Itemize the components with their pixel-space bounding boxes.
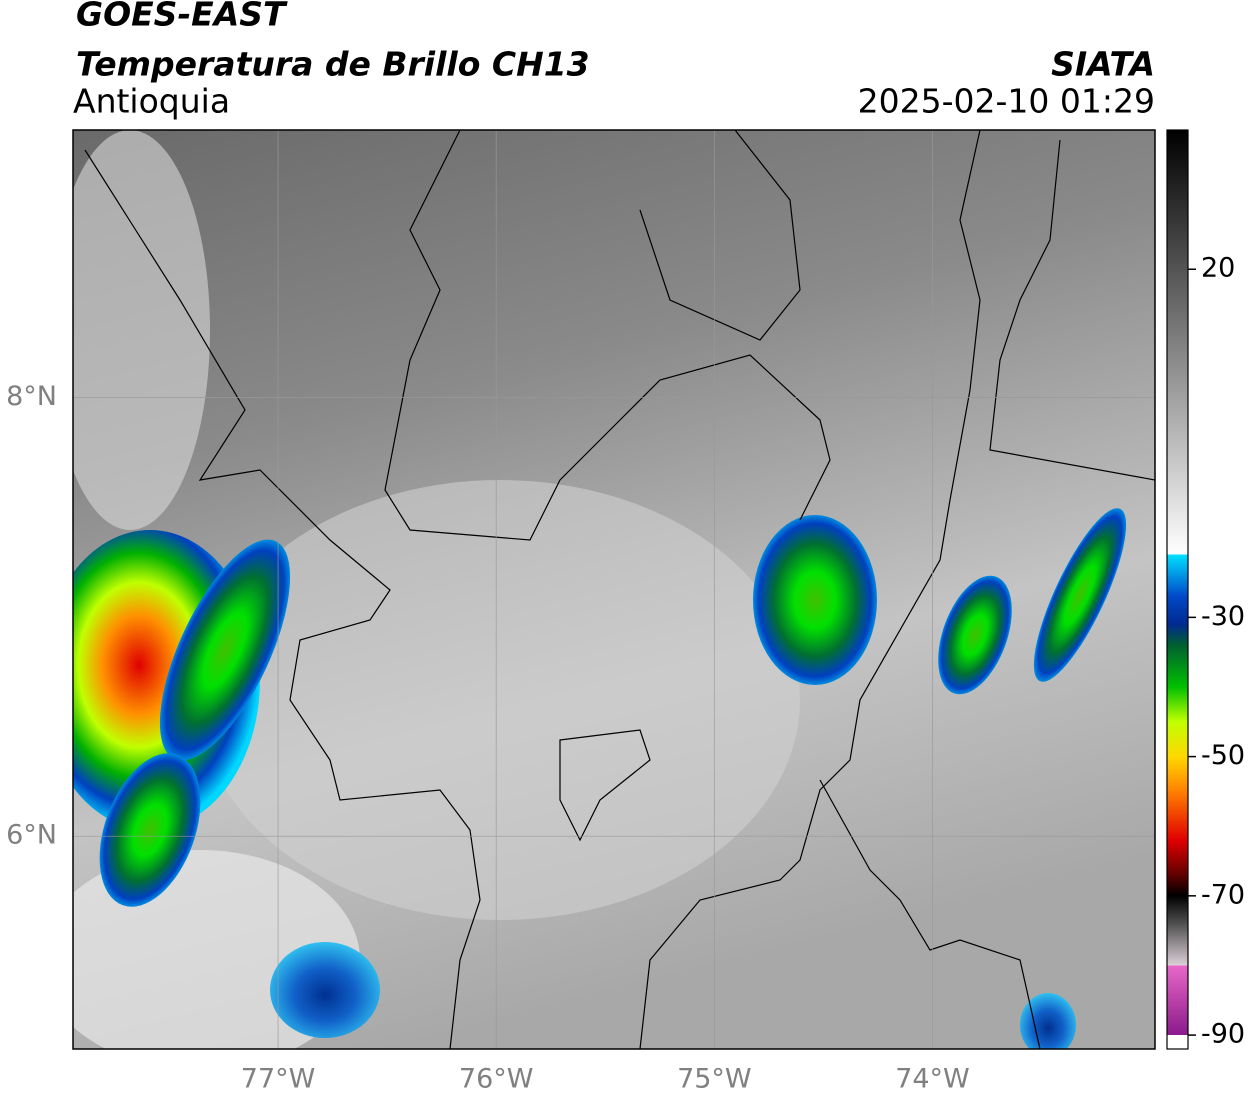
colorbar	[1166, 129, 1189, 1050]
x-tick-label: 74°W	[895, 1064, 970, 1095]
colorbar-tick-label: -90	[1201, 1019, 1245, 1050]
colorbar-tick-label: -70	[1201, 879, 1245, 910]
region: Antioquia	[73, 82, 230, 121]
title: GOES-EAST	[76, 0, 288, 34]
map-frame	[72, 129, 1156, 1050]
x-tick-label: 77°W	[241, 1064, 316, 1095]
border	[989, 139, 1155, 481]
subtitle: Temperatura de Brillo CH13	[76, 45, 590, 84]
border	[84, 149, 481, 1049]
datetime: 2025-02-10 01:29	[858, 82, 1155, 121]
storm	[938, 575, 1012, 695]
storm	[270, 942, 380, 1038]
storm	[159, 539, 291, 761]
colorbar-tick-label: 20	[1201, 253, 1235, 284]
storm	[1020, 993, 1076, 1049]
storm	[99, 753, 201, 907]
colorbar-tick-label: -30	[1201, 601, 1245, 632]
x-tick-label: 75°W	[677, 1064, 752, 1095]
map-image	[73, 130, 1155, 1049]
border	[639, 130, 981, 1049]
cloud	[73, 130, 210, 530]
border	[384, 130, 831, 541]
x-tick-label: 76°W	[459, 1064, 534, 1095]
y-tick-label: 8°N	[6, 381, 57, 412]
storm	[753, 515, 877, 685]
border	[639, 130, 801, 341]
storm	[1033, 508, 1127, 682]
y-tick-label: 6°N	[6, 820, 57, 851]
grid	[73, 130, 1155, 1049]
cloud	[200, 480, 800, 920]
source: SIATA	[1051, 45, 1155, 84]
colorbar-tick-label: -50	[1201, 740, 1245, 771]
border	[559, 729, 651, 842]
border	[819, 779, 1041, 1049]
